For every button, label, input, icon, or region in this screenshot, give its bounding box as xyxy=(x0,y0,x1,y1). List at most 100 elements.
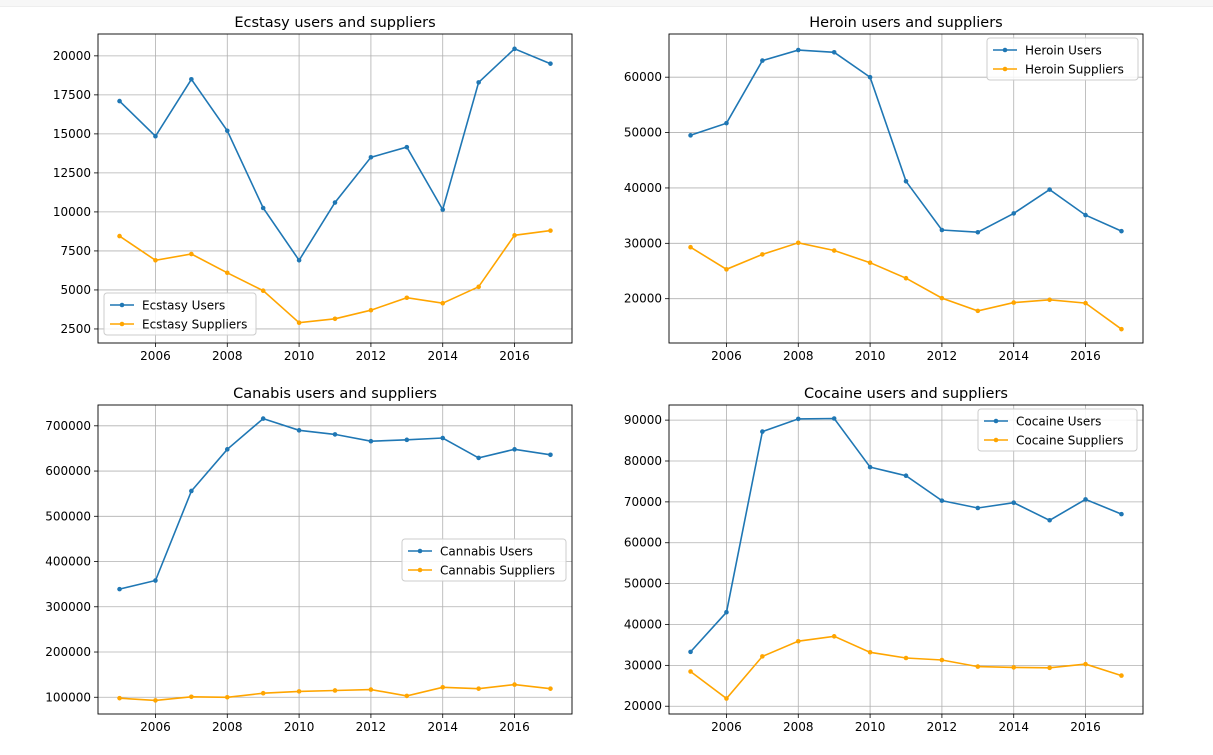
data-point xyxy=(1083,212,1088,218)
y-tick-label: 20000 xyxy=(624,699,662,713)
y-tick-label: 60000 xyxy=(624,70,662,84)
chart-legend: Cocaine Users Cocaine Suppliers xyxy=(977,408,1138,452)
y-tick-label: 20000 xyxy=(624,292,662,306)
data-point xyxy=(760,252,765,257)
data-point xyxy=(548,228,553,233)
data-point xyxy=(975,229,981,235)
data-point xyxy=(903,473,909,479)
x-tick-label: 2014 xyxy=(998,349,1029,363)
x-tick-label: 2014 xyxy=(427,720,458,734)
y-tick-label: 200000 xyxy=(45,645,91,659)
y-tick-label: 12500 xyxy=(53,166,91,180)
page-top-strip xyxy=(0,0,1213,7)
data-point xyxy=(1083,497,1088,502)
data-point xyxy=(440,207,446,212)
chart-title: Canabis users and suppliers xyxy=(233,386,437,402)
x-tick-label: 2008 xyxy=(783,349,814,363)
y-tick-label: 50000 xyxy=(624,126,662,140)
data-point xyxy=(795,416,801,422)
data-point xyxy=(476,455,481,461)
x-tick-label: 2008 xyxy=(783,720,814,734)
legend-label: Ecstasy Users xyxy=(142,299,225,313)
data-point xyxy=(548,61,553,66)
data-point xyxy=(332,316,338,322)
data-point xyxy=(512,447,517,452)
data-point xyxy=(831,634,837,639)
data-point xyxy=(117,695,122,701)
y-tick-label: 100000 xyxy=(45,690,91,704)
data-point xyxy=(296,257,302,263)
chart-panel-2: 2006 2008 2010 2012 2014 2016 20000 30000 40000 5… xyxy=(624,15,1144,363)
data-point xyxy=(548,686,553,691)
data-point xyxy=(153,257,158,263)
data-point xyxy=(189,488,194,494)
x-tick-label: 2010 xyxy=(855,720,886,734)
data-point xyxy=(760,429,765,434)
legend-box xyxy=(977,408,1138,452)
x-tick-label: 2014 xyxy=(998,720,1029,734)
data-point xyxy=(1119,228,1124,234)
data-point xyxy=(688,669,693,674)
data-point xyxy=(189,251,194,257)
axes-frame xyxy=(668,404,1144,715)
legend-label: Cannabis Users xyxy=(440,545,533,559)
data-point xyxy=(189,76,194,82)
legend-box xyxy=(103,292,257,336)
data-point xyxy=(440,435,446,441)
axes-frame xyxy=(97,33,573,344)
legend-marker xyxy=(1002,47,1008,53)
data-point xyxy=(404,144,410,150)
legend-label: Ecstasy Suppliers xyxy=(142,318,247,332)
legend-marker xyxy=(119,321,125,327)
legend-box xyxy=(986,37,1139,81)
legend-label: Cocaine Suppliers xyxy=(1016,434,1124,448)
data-point xyxy=(153,578,158,583)
data-point xyxy=(724,609,729,615)
legend-marker xyxy=(993,437,999,443)
legend-label: Cocaine Users xyxy=(1016,415,1101,429)
y-tick-label: 20000 xyxy=(53,49,91,63)
x-tick-label: 2010 xyxy=(855,349,886,363)
data-point xyxy=(1011,500,1017,505)
data-point xyxy=(404,693,410,699)
y-tick-label: 2500 xyxy=(60,322,91,336)
data-point xyxy=(296,428,302,433)
data-point xyxy=(688,244,693,250)
chart-title: Cocaine users and suppliers xyxy=(804,386,1008,402)
data-point xyxy=(939,227,945,233)
series-line-1 xyxy=(118,47,551,262)
data-point xyxy=(1119,511,1124,517)
data-point xyxy=(368,687,374,692)
series-line-2 xyxy=(690,241,1122,330)
y-tick-label: 600000 xyxy=(45,464,91,478)
series-line-1 xyxy=(689,417,1122,653)
data-point xyxy=(688,649,693,655)
data-point xyxy=(724,696,729,701)
data-point xyxy=(117,233,122,239)
data-point xyxy=(260,690,266,696)
y-tick-label: 700000 xyxy=(45,419,91,433)
data-point xyxy=(975,664,981,669)
y-tick-label: 17500 xyxy=(53,88,91,102)
chart-panel-4: 2006 2008 2010 2012 2014 2016 20000 30000 40000 5… xyxy=(624,386,1144,734)
data-point xyxy=(903,655,909,661)
data-point xyxy=(260,205,266,211)
data-point xyxy=(867,260,873,266)
x-tick-label: 2012 xyxy=(927,349,958,363)
data-point xyxy=(512,233,517,238)
axes-frame xyxy=(97,404,573,715)
y-tick-label: 300000 xyxy=(45,600,91,614)
chart-legend: Cannabis Users Cannabis Suppliers xyxy=(401,538,567,582)
x-tick-label: 2012 xyxy=(356,720,387,734)
data-point xyxy=(867,649,873,655)
data-point xyxy=(332,432,338,437)
data-point xyxy=(1047,297,1052,303)
data-point xyxy=(831,416,837,421)
data-point xyxy=(117,98,122,104)
y-tick-label: 40000 xyxy=(624,617,662,631)
y-tick-label: 70000 xyxy=(624,495,662,509)
data-point xyxy=(260,288,266,294)
legend-box xyxy=(401,538,567,582)
data-point xyxy=(975,308,981,314)
